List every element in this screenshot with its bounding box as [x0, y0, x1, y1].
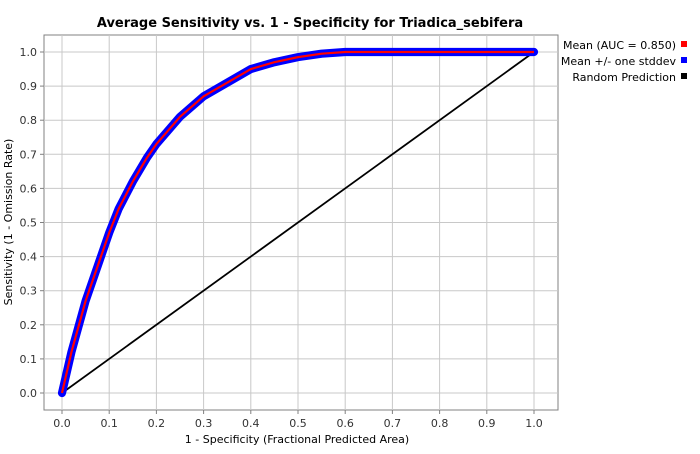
- x-tick-label: 0.7: [384, 417, 402, 430]
- x-axis-label: 1 - Specificity (Fractional Predicted Ar…: [185, 433, 409, 446]
- y-tick-label: 0.7: [20, 148, 38, 161]
- y-tick-label: 1.0: [20, 46, 38, 59]
- legend-swatch: [681, 73, 687, 79]
- series-layer: [57, 47, 539, 398]
- x-tick-label: 0.5: [289, 417, 307, 430]
- x-tick-label: 0.4: [242, 417, 260, 430]
- x-tick-label: 0.9: [478, 417, 496, 430]
- x-tick-label: 0.3: [195, 417, 213, 430]
- y-tick-label: 0.1: [20, 353, 38, 366]
- legend-label: Mean +/- one stddev: [561, 55, 677, 68]
- x-tick-label: 0.6: [336, 417, 354, 430]
- x-tick-label: 0.2: [148, 417, 166, 430]
- y-axis-ticks: 0.0 0.1 0.2 0.3 0.4 0.5 0.6 0.7 0.8 0.9 1.0: [20, 46, 44, 400]
- mean-roc-curve: [60, 50, 534, 394]
- x-tick-label: 0.8: [431, 417, 449, 430]
- legend-swatch: [681, 57, 687, 63]
- y-tick-label: 0.8: [20, 114, 38, 127]
- grid-lines: [44, 35, 558, 410]
- y-tick-label: 0.0: [20, 387, 38, 400]
- y-axis-label: Sensitivity (1 - Omission Rate): [2, 139, 15, 306]
- legend-swatch: [681, 41, 687, 47]
- y-tick-label: 0.6: [20, 182, 38, 195]
- x-tick-label: 0.1: [100, 417, 118, 430]
- legend-label: Mean (AUC = 0.850): [563, 39, 676, 52]
- x-axis-ticks: 0.0 0.1 0.2 0.3 0.4 0.5 0.6 0.7 0.8 0.9 1.0: [53, 410, 543, 430]
- x-tick-label: 0.0: [53, 417, 71, 430]
- y-tick-label: 0.4: [20, 251, 38, 264]
- legend-label: Random Prediction: [572, 71, 676, 84]
- y-tick-label: 0.9: [20, 80, 38, 93]
- chart-title: Average Sensitivity vs. 1 - Specificity …: [97, 16, 523, 31]
- y-tick-label: 0.3: [20, 285, 38, 298]
- y-tick-label: 0.5: [20, 217, 38, 230]
- x-tick-label: 1.0: [525, 417, 543, 430]
- random-prediction-line: [61, 51, 535, 394]
- y-tick-label: 0.2: [20, 319, 38, 332]
- legend: Mean (AUC = 0.850) Mean +/- one stddev Ran…: [561, 39, 687, 84]
